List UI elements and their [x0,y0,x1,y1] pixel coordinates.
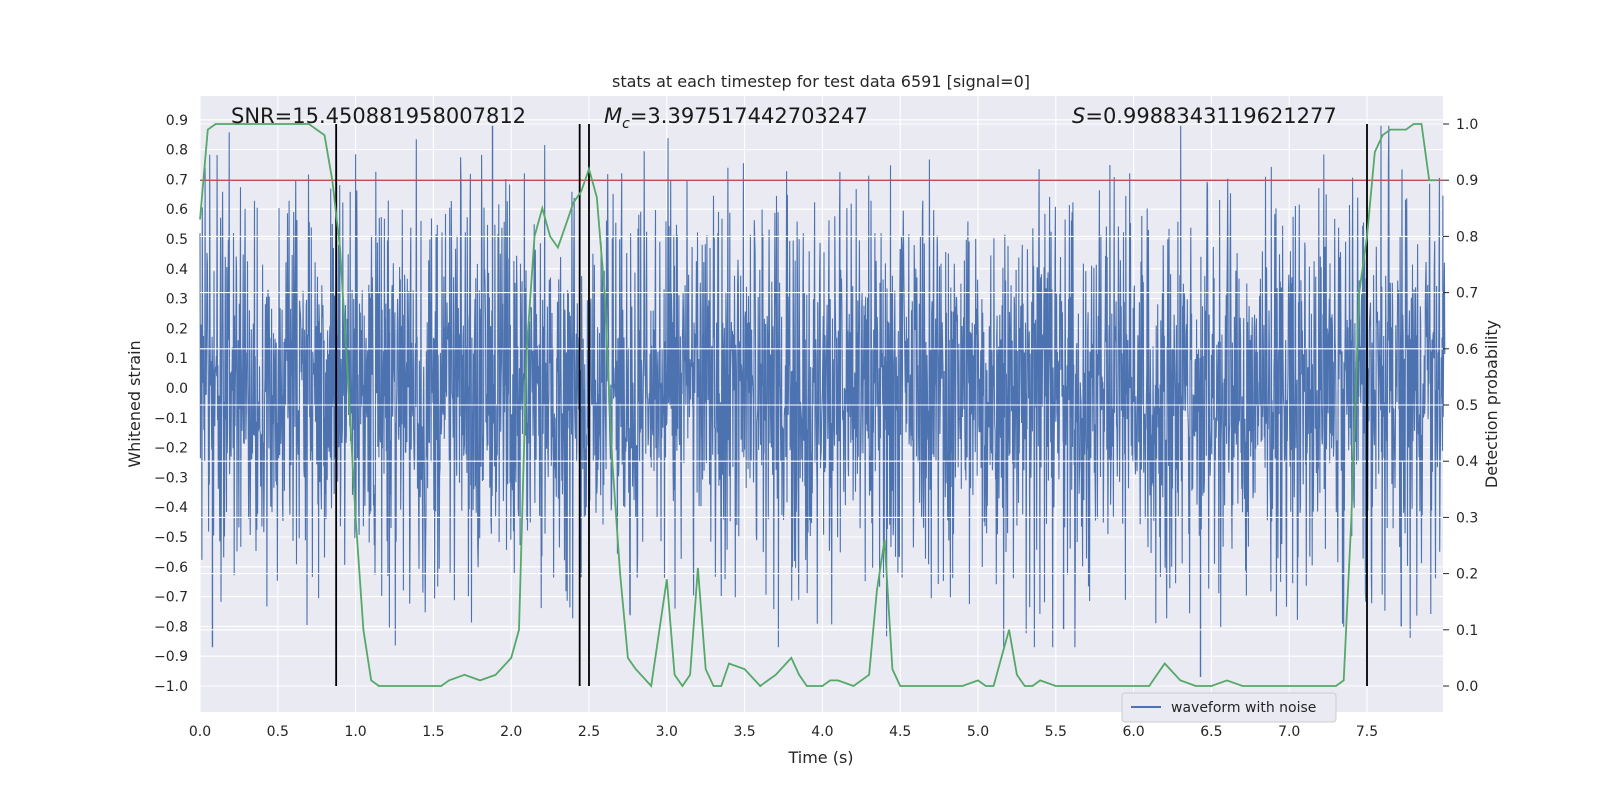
chart-title: stats at each timestep for test data 659… [612,72,1030,91]
y-tick-label-right: 0.5 [1456,398,1478,414]
x-tick-label: 4.5 [889,724,911,740]
waveform-with-noise-line [199,125,1446,648]
y-tick-label-left: 0.0 [166,381,188,397]
y-tick-label-right: 0.1 [1456,623,1478,639]
x-tick-label: 0.0 [189,724,211,740]
s-annotation: S=0.9988343119621277 [1072,104,1337,128]
y-tick-label-left: −1.0 [154,679,188,695]
y-axis-label-right: Detection probability [1482,320,1501,488]
y-tick-label-right: 0.9 [1456,173,1478,189]
x-axis-label: Time (s) [787,748,853,767]
chirp-mass-symbol: M [604,104,622,128]
detection-probability-line [199,123,1437,689]
x-tick-label: 1.5 [422,724,444,740]
y-tick-label-right: 0.6 [1456,342,1478,358]
s-value: =0.9988343119621277 [1085,104,1336,128]
y-tick-label-left: 0.5 [166,232,188,248]
y-tick-label-left: −0.7 [154,590,188,606]
x-tick-label: 1.0 [344,724,366,740]
s-symbol: S [1072,104,1085,128]
legend-label-waveform: waveform with noise [1171,700,1316,716]
y-tick-label-left: −0.5 [154,530,188,546]
y-tick-label-left: −0.9 [154,649,188,665]
y-tick-label-right: 0.8 [1456,229,1478,245]
y-tick-label-left: 0.3 [166,292,188,308]
chirp-mass-annotation: Mc=3.397517442703247 [604,104,868,132]
x-tick-label: 5.0 [967,724,989,740]
snr-annotation: SNR=15.450881958007812 [231,104,526,128]
y-tick-label-right: 0.7 [1456,286,1478,302]
y-tick-label-right: 0.3 [1456,510,1478,526]
y-tick-label-left: −0.8 [154,619,188,635]
x-tick-label: 6.5 [1200,724,1222,740]
x-tick-label: 4.0 [811,724,833,740]
waveform-noise-series [199,125,1446,678]
y-tick-label-left: 0.1 [166,351,188,367]
y-tick-label-right: 0.4 [1456,454,1478,470]
legend: waveform with noise [1121,692,1337,723]
overlay-lines [199,123,1443,689]
chirp-mass-value: =3.397517442703247 [630,104,868,128]
x-tick-label: 7.0 [1278,724,1300,740]
y-tick-label-left: 0.9 [166,113,188,129]
x-tick-label: 2.5 [578,724,600,740]
y-tick-label-right: 1.0 [1456,117,1478,133]
y-tick-label-left: 0.7 [166,172,188,188]
y-tick-label-left: 0.2 [166,321,188,337]
chirp-mass-subscript: c [622,116,630,132]
y-tick-label-right: 0.2 [1456,567,1478,583]
x-tick-label: 3.5 [733,724,755,740]
y-tick-label-left: −0.2 [154,441,188,457]
ticks: 0.0 0.5 1.0 1.5 2.0 2.5 3.0 3.5 4.0 4.5 5.0 5.5 6.0 6… [154,113,1478,740]
x-tick-label: 3.0 [656,724,678,740]
legend-box [1121,692,1337,723]
x-tick-label: 2.0 [500,724,522,740]
y-tick-label-left: 0.4 [166,262,188,278]
x-tick-label: 0.5 [267,724,289,740]
y-tick-label-left: 0.8 [166,143,188,159]
y-tick-label-left: −0.6 [154,560,188,576]
y-tick-label-left: −0.1 [154,411,188,427]
x-tick-label: 5.5 [1045,724,1067,740]
y-tick-label-left: 0.6 [166,202,188,218]
y-axis-label-left: Whitened strain [125,340,144,467]
x-tick-label: 7.5 [1356,724,1378,740]
y-tick-label-right: 0.0 [1456,679,1478,695]
x-tick-label: 6.0 [1122,724,1144,740]
y-tick-label-left: −0.3 [154,470,188,486]
y-tick-label-left: −0.4 [154,500,188,516]
